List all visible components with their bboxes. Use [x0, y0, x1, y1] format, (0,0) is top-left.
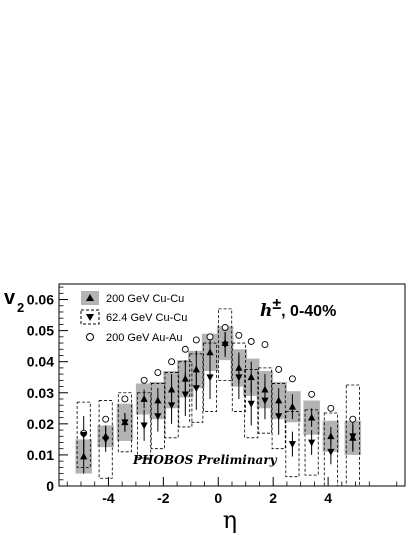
annotation-centrality: , 0-40%	[281, 303, 336, 320]
y-tick-label-5: 0.05	[27, 323, 54, 339]
point-auau200-12	[261, 341, 269, 349]
sys-box-cucu62-1	[98, 400, 113, 479]
x-tick-label-4: 4	[324, 490, 332, 506]
point-cucu62-16	[327, 448, 335, 456]
point-cucu62-3	[140, 422, 148, 430]
point-cucu62-11	[247, 400, 255, 408]
point-auau200-7	[192, 336, 200, 344]
legend: 200 GeV Cu-Cu 62.4 GeV Cu-Cu 200 GeV Au-…	[80, 291, 187, 344]
point-cucu200-8	[206, 348, 214, 356]
point-cucu200-17	[349, 433, 357, 441]
point-cucu200-15	[308, 413, 316, 421]
y-tick-label-3: 0.03	[27, 385, 54, 401]
point-cucu62-14	[288, 441, 297, 449]
point-auau200-11	[247, 338, 255, 345]
x-tick-label-2: 0	[214, 490, 222, 506]
point-auau200-13	[275, 366, 283, 373]
x-tick-label-0: -4	[102, 490, 115, 506]
y-tick-label-4: 0.04	[27, 354, 54, 370]
point-cucu62-12	[261, 397, 269, 405]
point-cucu200-6	[181, 374, 189, 382]
point-cucu200-2	[121, 418, 129, 426]
point-auau200-16	[327, 404, 335, 412]
point-cucu62-5	[167, 402, 176, 410]
point-cucu62-13	[275, 413, 283, 421]
annotation-label: h±, 0-40%	[260, 296, 336, 321]
point-cucu62-8	[206, 374, 214, 382]
point-auau200-4	[154, 369, 162, 377]
x-tick-label-1: -2	[157, 490, 170, 506]
legend-label-0: 200 GeV Cu-Cu	[106, 293, 184, 305]
point-cucu200-13	[275, 396, 283, 404]
point-auau200-8	[206, 333, 214, 341]
point-cucu200-4	[154, 396, 162, 404]
point-auau200-6	[181, 345, 189, 353]
legend-label-2: 200 GeV Au-Au	[106, 332, 182, 344]
tick-labels: -4 -2 0 2 4 0 0.01 0.02 0.03 0.04 0.05 0.06	[27, 292, 332, 506]
point-cucu200-11	[247, 373, 255, 381]
point-cucu200-16	[327, 432, 335, 440]
y-tick-label-2: 0.02	[27, 416, 54, 432]
point-cucu62-15	[308, 439, 316, 447]
point-cucu62-10	[235, 374, 243, 382]
legend-swatch-dashed-box	[80, 309, 100, 325]
legend-label-1: 62.4 GeV Cu-Cu	[106, 312, 187, 324]
legend-marker-open-circle	[86, 333, 94, 341]
sys-box-cucu62-2	[117, 392, 132, 453]
point-cucu200-14	[288, 402, 297, 410]
annotation-charge: ±	[272, 296, 281, 313]
point-auau200-9	[221, 324, 229, 331]
point-cucu200-1	[102, 432, 110, 440]
svg-text:h±, 0-40%: h±, 0-40%	[260, 296, 336, 321]
point-cucu62-6	[181, 391, 189, 399]
point-auau200-1	[102, 415, 110, 423]
point-cucu200-3	[140, 395, 148, 402]
y-axis-label: v	[4, 287, 16, 309]
point-cucu200-7	[192, 365, 200, 373]
sys-box-cucu62-10	[231, 342, 246, 412]
data-markers	[80, 324, 357, 460]
point-cucu200-10	[235, 363, 243, 371]
point-cucu200-0	[80, 452, 88, 460]
point-auau200-10	[235, 331, 243, 339]
point-cucu200-9	[221, 339, 229, 346]
legend-marker-triangle-up	[86, 294, 94, 301]
point-auau200-5	[168, 358, 176, 366]
y-tick-label-0: 0	[46, 478, 54, 494]
point-auau200-15	[308, 390, 316, 398]
x-axis-label: η	[223, 506, 237, 534]
sys-box-cucu62-5	[164, 372, 179, 439]
y-tick-label-6: 0.06	[27, 292, 54, 308]
point-auau200-17	[349, 415, 357, 423]
point-cucu200-12	[261, 385, 269, 393]
point-auau200-14	[288, 375, 296, 383]
point-auau200-2	[121, 395, 129, 403]
point-cucu62-4	[154, 413, 162, 421]
sys-box-cucu62-12	[257, 367, 272, 434]
watermark-phobos-preliminary: PHOBOS Preliminary	[132, 453, 278, 467]
sys-box-cucu62-13	[271, 383, 286, 450]
y-tick-label-1: 0.01	[27, 447, 54, 463]
y-axis-label-subscript: 2	[17, 300, 24, 315]
point-cucu62-7	[192, 385, 200, 393]
sys-box-cucu62-4	[150, 383, 165, 450]
legend-marker-triangle-down	[86, 314, 94, 321]
point-auau200-3	[140, 376, 148, 384]
point-cucu200-5	[167, 385, 176, 393]
sys-box-cucu62-9	[218, 308, 233, 381]
point-cucu62-0	[80, 431, 88, 439]
x-tick-label-3: 2	[269, 490, 277, 506]
annotation-particle: h	[260, 301, 272, 321]
axis-ticks	[59, 286, 398, 487]
